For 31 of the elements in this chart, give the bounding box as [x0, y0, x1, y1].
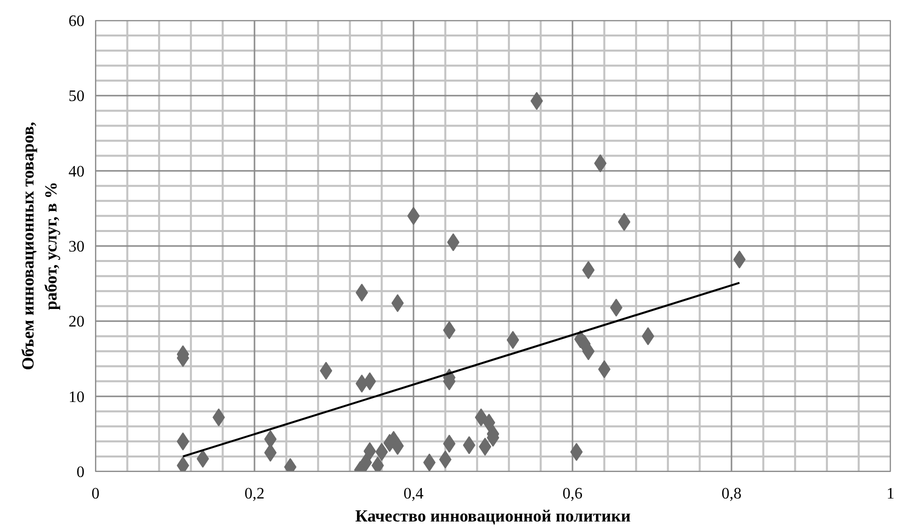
point: [570, 442, 583, 461]
point: [391, 436, 404, 455]
x-tick-label: 1: [886, 486, 894, 502]
point: [391, 294, 404, 312]
x-tick-label: 0,4: [404, 486, 424, 502]
x-tick-label: 0: [92, 486, 100, 502]
point: [423, 453, 436, 472]
y-tick-label: 30: [68, 238, 84, 256]
y-axis-title: Объем инновационных товаров, работ, услуг, в %: [18, 122, 60, 370]
point: [462, 436, 476, 454]
point: [582, 261, 595, 280]
point: [482, 414, 496, 432]
point: [264, 444, 277, 462]
point: [407, 206, 420, 225]
y-tick-label: 20: [68, 314, 84, 331]
point: [176, 432, 190, 450]
y-tick-label: 0: [76, 464, 84, 481]
point: [478, 438, 492, 456]
point: [642, 327, 654, 346]
x-tick-label: 0,2: [244, 486, 264, 502]
point: [474, 408, 488, 426]
x-tick-label: 0,6: [562, 486, 582, 502]
x-axis-title: Качество инновационной политики: [355, 506, 631, 526]
y-tick-label: 10: [68, 388, 84, 406]
point: [733, 250, 746, 269]
point: [506, 330, 520, 349]
y-tick-label: 40: [68, 163, 84, 180]
point: [320, 362, 332, 380]
y-tick-label: 60: [68, 13, 84, 30]
y-tick-label: 50: [68, 88, 84, 106]
x-tick-label: 0,8: [722, 486, 742, 502]
